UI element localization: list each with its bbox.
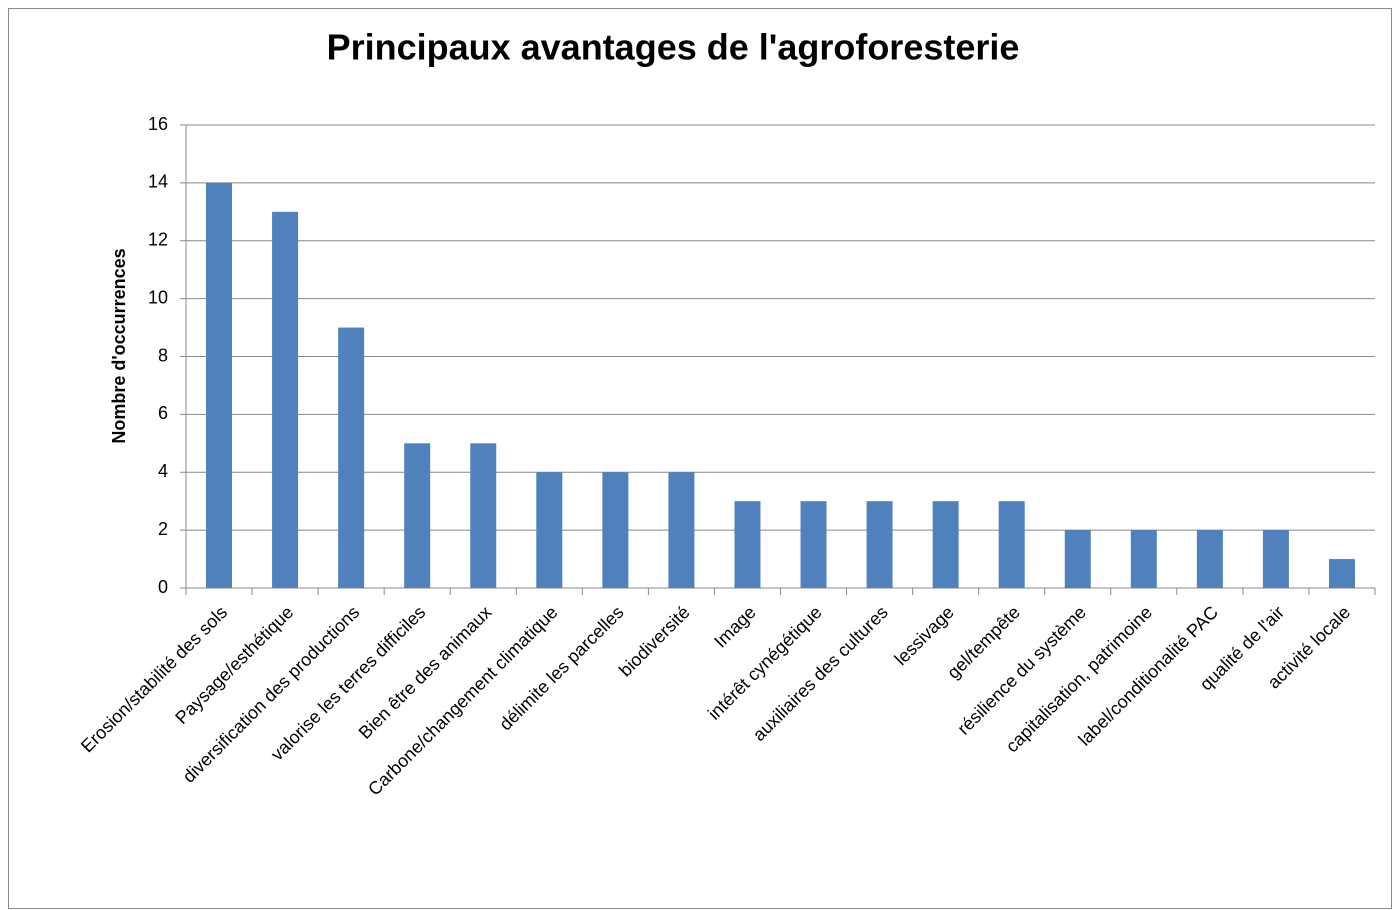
y-tick-label: 2 (158, 519, 168, 539)
bar (1130, 530, 1157, 588)
bar (998, 501, 1025, 588)
bar (932, 501, 959, 588)
y-tick-label: 14 (148, 172, 168, 192)
bar (668, 472, 695, 588)
y-tick-label: 12 (148, 230, 168, 250)
bar (1196, 530, 1223, 588)
y-tick-label: 10 (148, 287, 168, 307)
bar (866, 501, 893, 588)
bar (1262, 530, 1289, 588)
y-tick-label: 0 (158, 577, 168, 597)
bar (338, 327, 365, 588)
y-tick-label: 6 (158, 403, 168, 423)
y-tick-label: 8 (158, 345, 168, 365)
bar (1328, 559, 1355, 588)
bar (206, 182, 233, 588)
chart-title: Principaux avantages de l'agroforesterie (327, 27, 1020, 68)
y-axis-label: Nombre d'occurrences (109, 248, 129, 443)
y-tick-label: 4 (158, 461, 168, 481)
chart-frame (8, 8, 1392, 909)
bar (536, 472, 563, 588)
bar (602, 472, 629, 588)
bar (1064, 530, 1091, 588)
bar (800, 501, 827, 588)
y-tick-label: 16 (148, 114, 168, 134)
bar (470, 443, 497, 588)
bar (404, 443, 431, 588)
bar (272, 211, 299, 588)
bar (734, 501, 761, 588)
